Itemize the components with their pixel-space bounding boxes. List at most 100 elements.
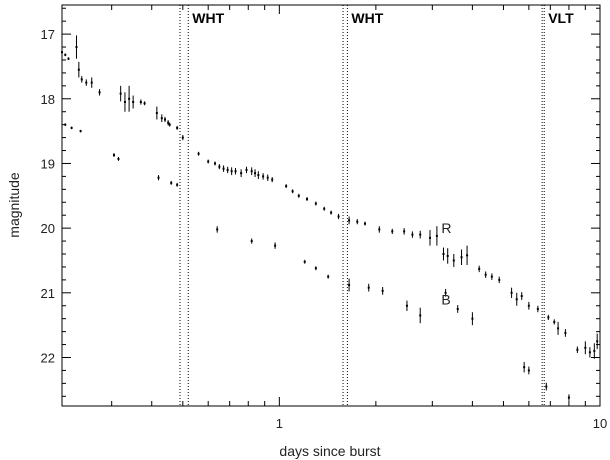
- data-point: [306, 197, 309, 201]
- point-marker: [314, 267, 317, 270]
- data-point: [230, 167, 233, 176]
- data-point: [337, 213, 340, 220]
- point-marker: [466, 254, 469, 257]
- data-point: [67, 57, 70, 60]
- point-marker: [348, 284, 351, 287]
- point-marker: [167, 121, 170, 124]
- plot-area-border: [61, 4, 601, 407]
- data-point: [139, 99, 142, 105]
- point-marker: [271, 178, 274, 181]
- data-point: [381, 286, 384, 295]
- point-marker: [510, 291, 513, 294]
- point-marker: [234, 170, 237, 173]
- point-marker: [266, 176, 269, 179]
- point-marker: [478, 267, 481, 270]
- point-marker: [240, 172, 243, 175]
- data-point: [557, 321, 560, 335]
- data-point: [314, 201, 317, 206]
- data-point: [181, 135, 184, 141]
- point-marker: [222, 167, 225, 170]
- point-marker: [274, 244, 277, 247]
- vertical-markers: WHT WHT VLT: [179, 5, 574, 406]
- point-marker: [123, 101, 126, 104]
- data-point: [367, 283, 370, 292]
- data-point: [378, 226, 381, 233]
- data-point: [167, 120, 170, 126]
- data-point: [442, 247, 445, 261]
- point-marker: [456, 307, 459, 310]
- point-marker: [218, 165, 221, 168]
- plot-frame: [61, 4, 601, 407]
- marker-label: WHT: [192, 10, 224, 26]
- data-point: [452, 254, 455, 267]
- point-marker: [226, 168, 229, 171]
- point-marker: [381, 289, 384, 292]
- point-marker: [181, 136, 184, 139]
- point-marker: [557, 327, 560, 330]
- data-point: [323, 206, 326, 211]
- data-point: [297, 193, 300, 198]
- data-point: [218, 164, 221, 170]
- point-marker: [536, 307, 539, 310]
- point-marker: [164, 118, 167, 121]
- data-point: [164, 116, 167, 123]
- data-point: [553, 319, 556, 325]
- point-marker: [170, 181, 173, 184]
- point-marker: [515, 298, 518, 301]
- x-axis-title: days since burst: [279, 443, 380, 459]
- data-point: [240, 169, 243, 178]
- point-marker: [584, 346, 587, 349]
- data-point: [234, 167, 237, 175]
- marker-label: VLT: [548, 10, 574, 26]
- data-point: [226, 166, 229, 174]
- point-marker: [593, 350, 596, 353]
- point-marker: [391, 230, 394, 233]
- data-point: [197, 151, 200, 156]
- data-point: [64, 53, 67, 57]
- data-point: [536, 305, 539, 313]
- data-point: [446, 248, 449, 264]
- point-marker: [523, 366, 526, 369]
- data-point: [160, 114, 163, 123]
- data-point: [588, 347, 591, 358]
- point-marker: [442, 253, 445, 256]
- data-point: [419, 230, 422, 239]
- point-marker: [230, 170, 233, 173]
- point-marker: [245, 168, 248, 171]
- series-label: B: [441, 291, 450, 307]
- y-tick-label: 21: [41, 286, 55, 301]
- data-point: [216, 226, 219, 233]
- data-point: [576, 346, 579, 353]
- data-point: [250, 238, 253, 244]
- data-point: [567, 394, 570, 401]
- point-marker: [291, 190, 294, 193]
- data-point: [303, 259, 306, 264]
- data-point: [327, 274, 330, 279]
- data-point: [70, 126, 73, 130]
- point-marker: [85, 81, 88, 84]
- point-marker: [176, 126, 179, 129]
- data-point: [456, 305, 459, 313]
- point-marker: [564, 331, 567, 334]
- data-point: [547, 314, 550, 320]
- point-marker: [444, 291, 447, 294]
- point-marker: [75, 46, 78, 49]
- point-marker: [356, 220, 359, 223]
- data-point: [466, 245, 469, 266]
- data-point: [176, 125, 179, 130]
- point-marker: [435, 234, 438, 237]
- data-point: [523, 362, 526, 373]
- point-marker: [143, 102, 146, 105]
- data-point: [291, 189, 294, 194]
- y-tick-label: 22: [41, 350, 55, 365]
- data-point: [207, 159, 210, 164]
- point-marker: [405, 304, 408, 307]
- data-point: [77, 61, 80, 78]
- data-point: [364, 221, 367, 226]
- point-marker: [446, 254, 449, 257]
- data-point: [157, 175, 160, 181]
- point-marker: [213, 162, 216, 165]
- point-marker: [216, 228, 219, 231]
- y-tick-label: 19: [41, 156, 55, 171]
